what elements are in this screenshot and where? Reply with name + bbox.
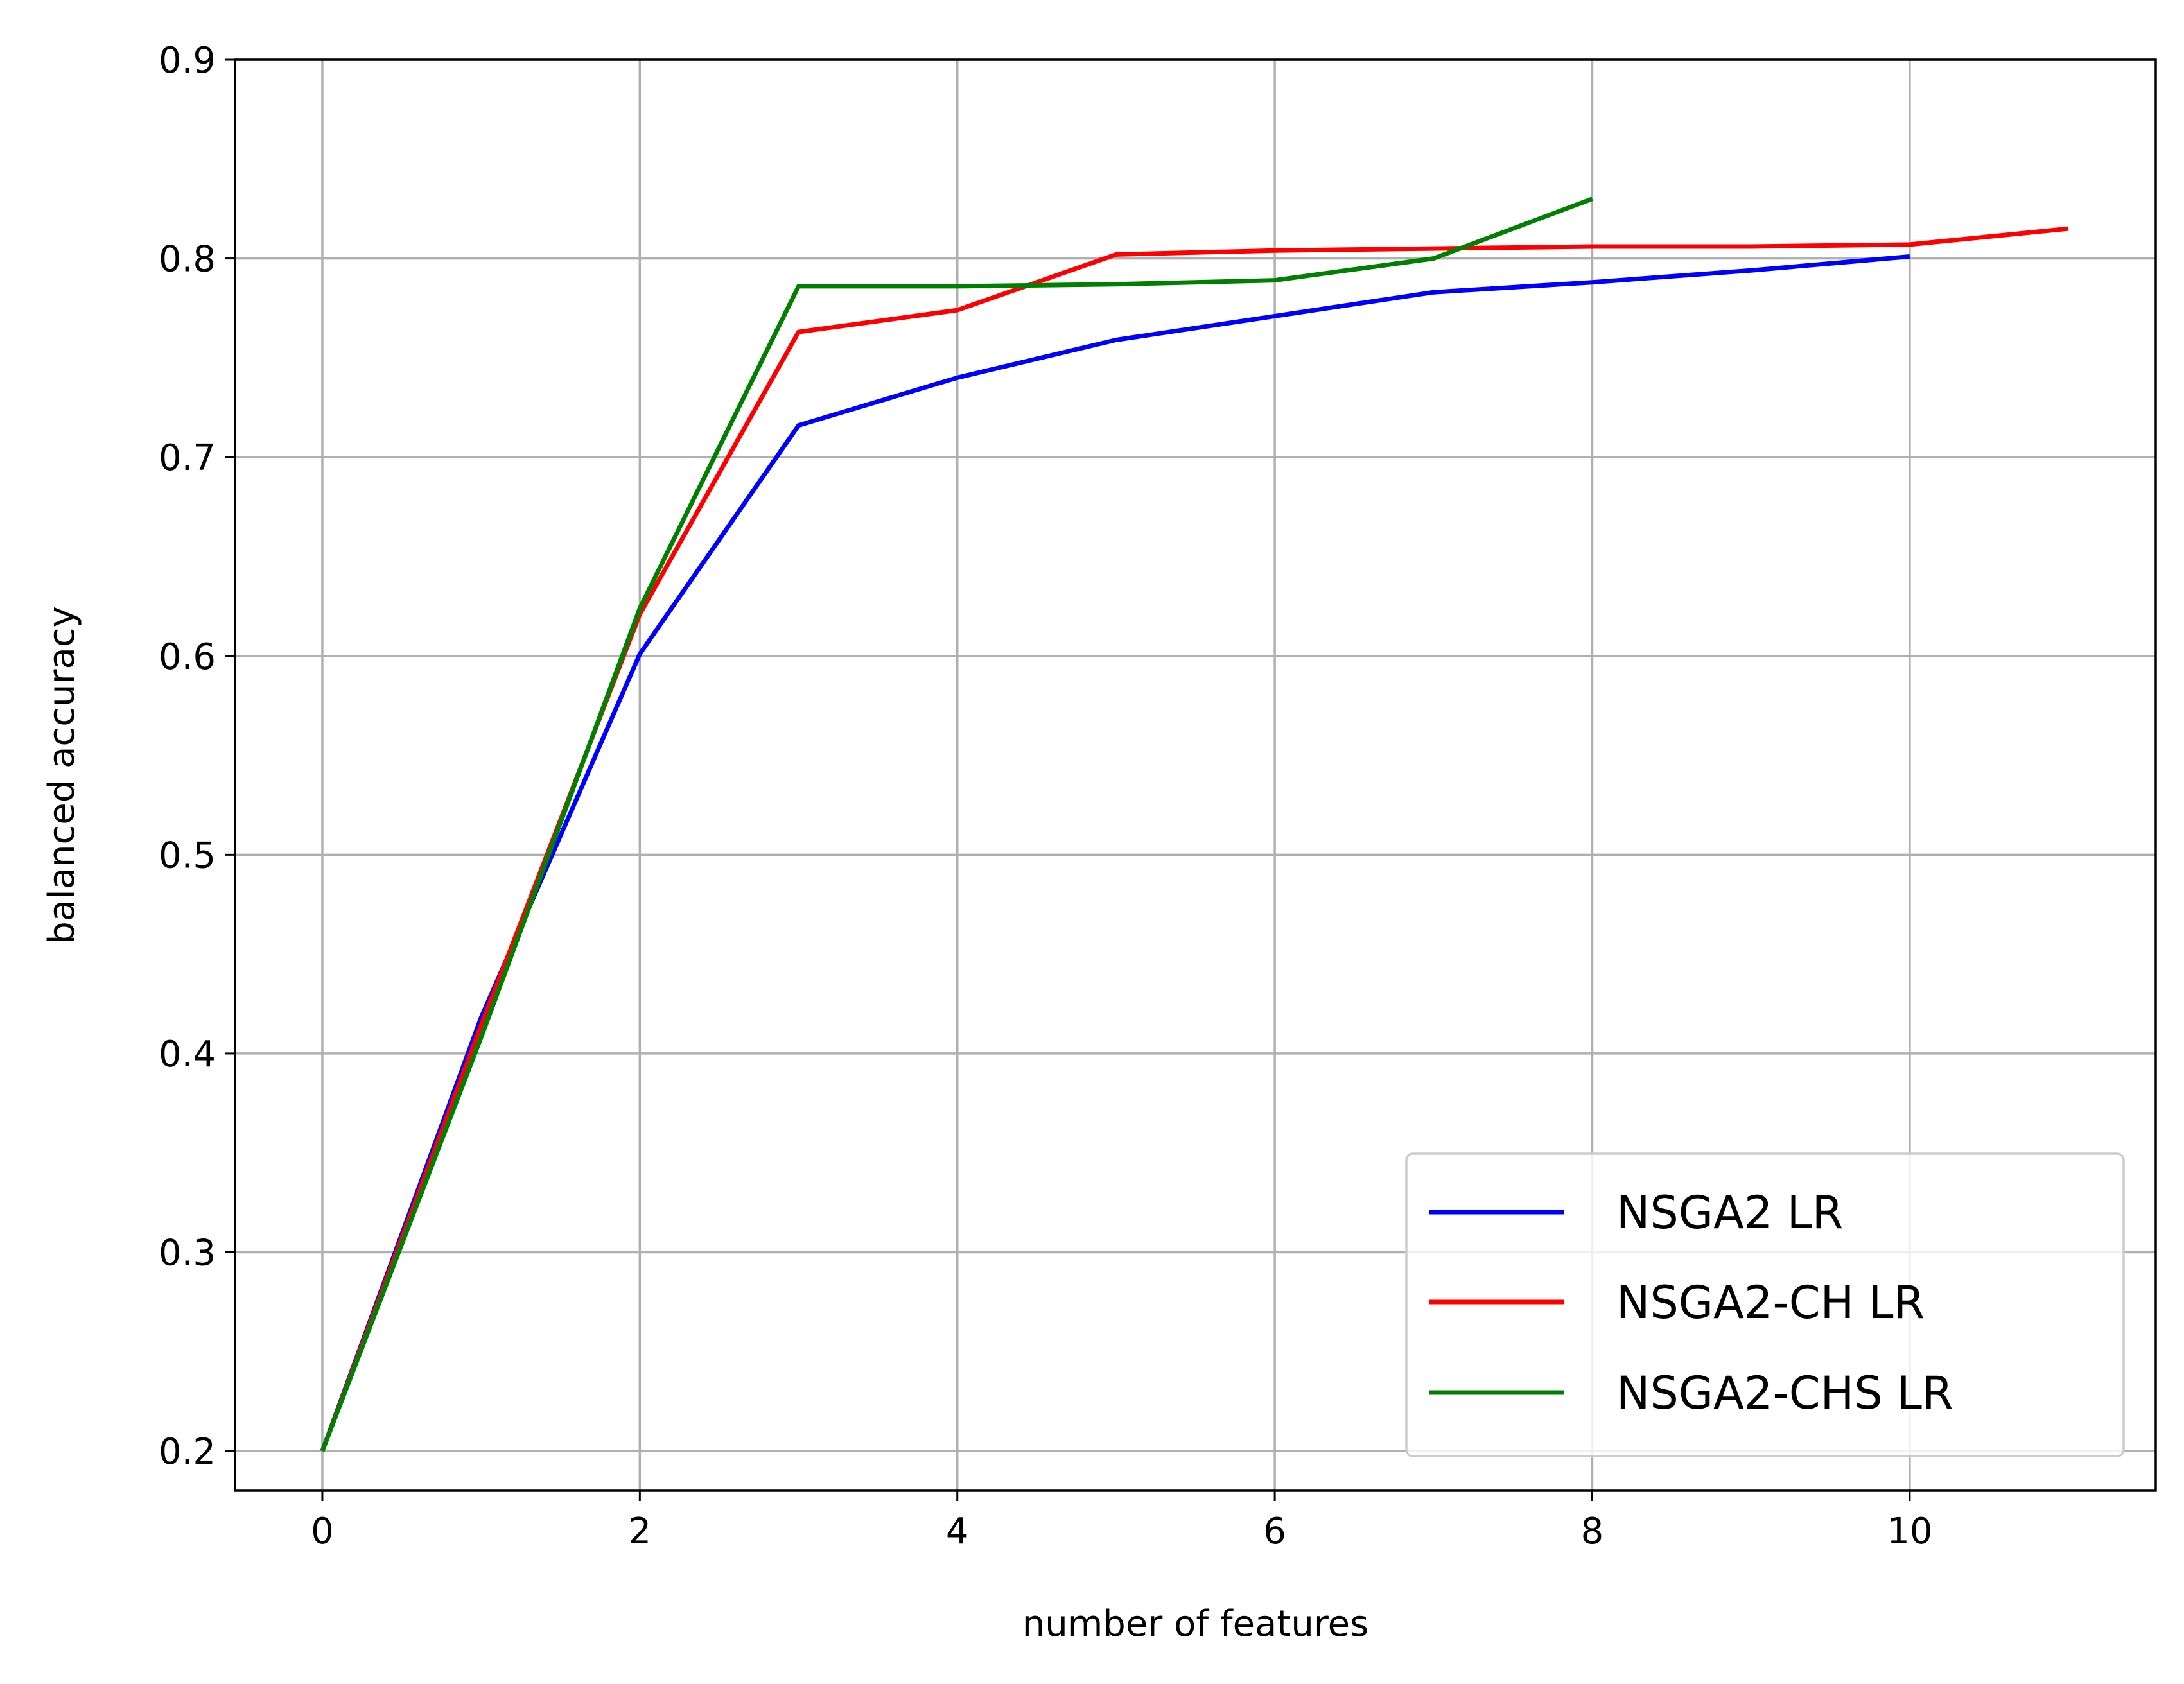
y-axis-label: balanced accuracy bbox=[41, 606, 83, 944]
plot-frame bbox=[234, 58, 2157, 1492]
y-tick-label: 0.7 bbox=[159, 437, 216, 479]
y-tick-label: 0.2 bbox=[159, 1431, 216, 1473]
series-layer bbox=[320, 196, 2069, 1452]
x-tick-label: 10 bbox=[1887, 1511, 1932, 1552]
x-tick-label: 8 bbox=[1581, 1511, 1604, 1552]
y-tick-label: 0.5 bbox=[159, 835, 216, 876]
x-tick-label: 2 bbox=[629, 1511, 652, 1552]
x-tick-label: 6 bbox=[1263, 1511, 1286, 1552]
legend-label: NSGA2-CH LR bbox=[1616, 1276, 1925, 1329]
y-tick-label: 0.9 bbox=[159, 40, 216, 82]
x-axis-label: number of features bbox=[1022, 1603, 1369, 1645]
y-tick-label: 0.8 bbox=[159, 239, 216, 281]
x-tick-label: 4 bbox=[946, 1511, 969, 1552]
series-line-nsga2-chs-lr bbox=[320, 196, 1593, 1452]
legend-label: NSGA2 LR bbox=[1616, 1186, 1843, 1239]
legend-label: NSGA2-CHS LR bbox=[1616, 1367, 1953, 1419]
y-tick-label: 0.3 bbox=[159, 1233, 216, 1274]
y-tick-label: 0.4 bbox=[159, 1034, 216, 1075]
series-line-nsga2-lr bbox=[320, 254, 1910, 1452]
legend-box bbox=[1405, 1152, 2125, 1457]
x-tick-label: 0 bbox=[311, 1511, 334, 1552]
ticks: 0 2 4 6 8 10 0.2 0.3 0.4 0.5 0.6 0.7 0.8 0.9 bbox=[159, 40, 1933, 1552]
y-tick-label: 0.6 bbox=[159, 636, 216, 678]
legend: NSGA2 LR NSGA2-CH LR NSGA2-CHS LR bbox=[1405, 1152, 2125, 1457]
